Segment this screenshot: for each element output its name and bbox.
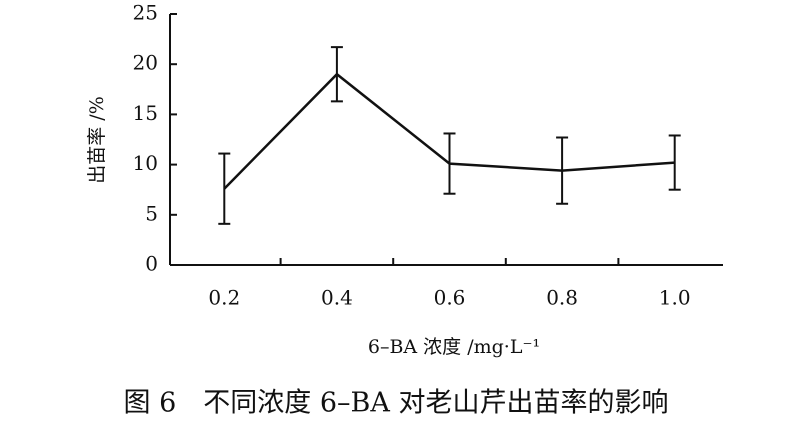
x-axis-label: 6–BA 浓度 /mg·L⁻¹ (368, 336, 540, 358)
y-tick-label: 20 (133, 51, 158, 75)
y-axis-label: 出苗率 /% (86, 96, 108, 184)
x-tick-label: 0.4 (321, 286, 353, 310)
chart-title: 图 6 不同浓度 6–BA 对老山芹出苗率的影响 (124, 388, 669, 419)
y-tick-label: 5 (145, 201, 158, 225)
y-tick-label: 25 (133, 1, 158, 25)
x-tick-label: 0.6 (434, 286, 466, 310)
y-tick-label: 15 (133, 101, 158, 125)
x-tick-label: 0.2 (208, 286, 240, 310)
x-tick-label: 0.8 (546, 286, 578, 310)
y-tick-label: 10 (133, 151, 158, 175)
x-tick-label: 1.0 (659, 286, 691, 310)
y-tick-label: 0 (145, 252, 158, 276)
